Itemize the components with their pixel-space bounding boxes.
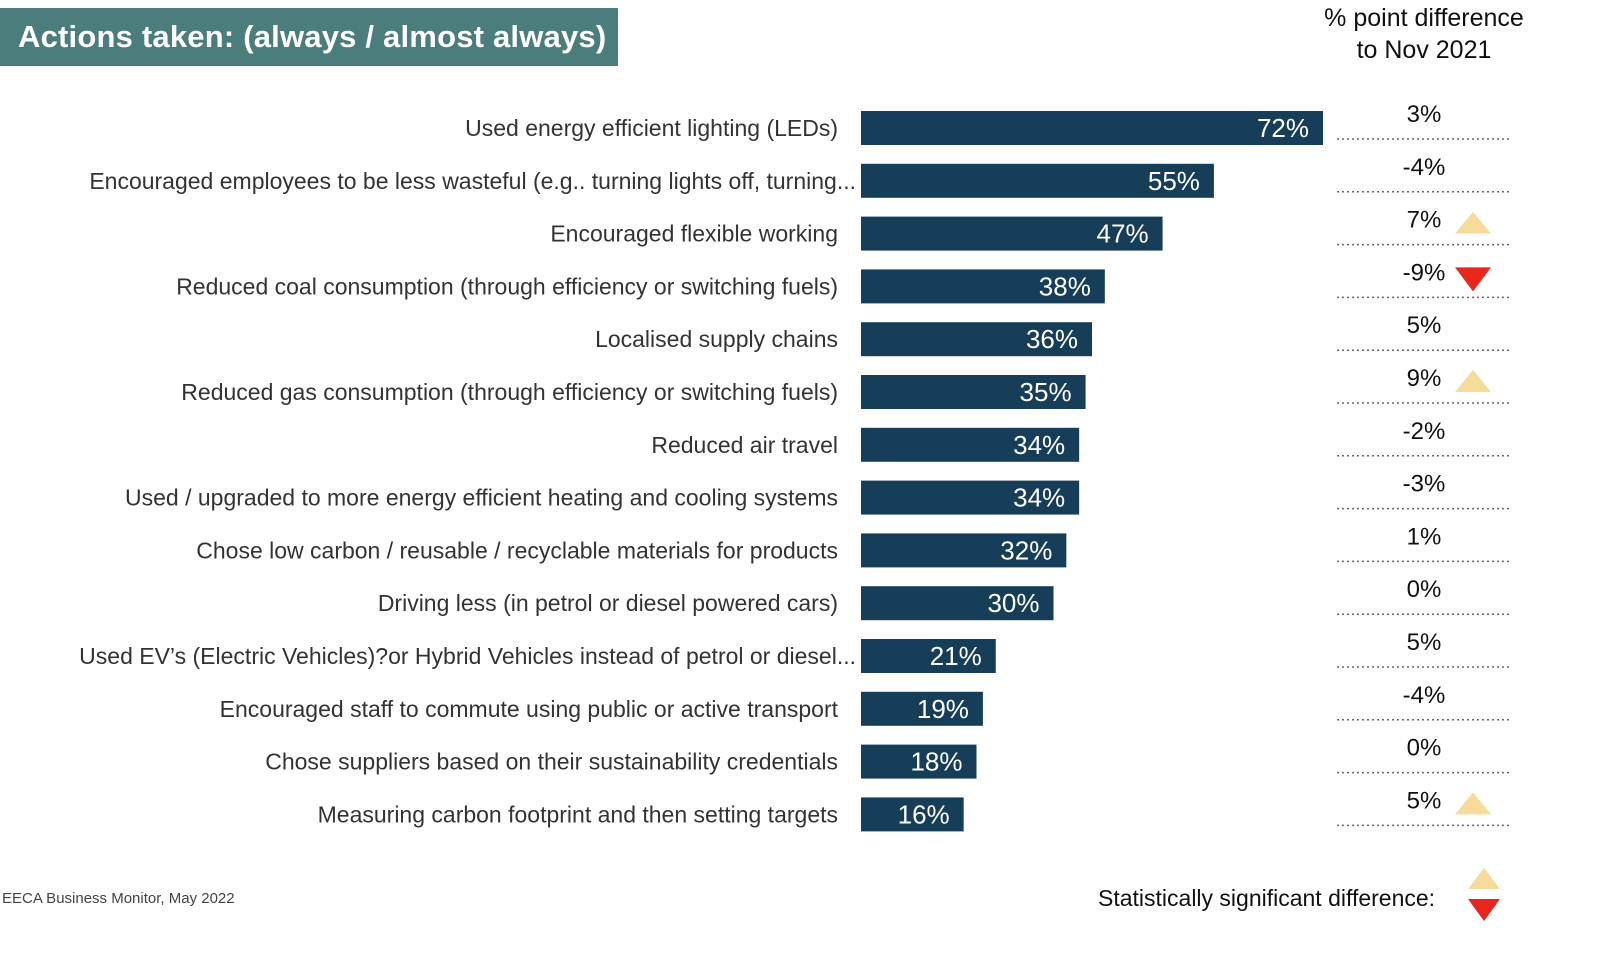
category-label: Chose low carbon / reusable / recyclable… (196, 537, 838, 563)
diff-value: 5% (1407, 787, 1442, 814)
triangle-down-icon (1468, 899, 1500, 921)
bar-value-label: 30% (987, 588, 1039, 618)
category-label: Localised supply chains (595, 326, 838, 352)
diff-value: -9% (1403, 259, 1446, 286)
bar-value-label: 34% (1013, 430, 1065, 460)
bar (861, 586, 1054, 621)
diff-value: -4% (1403, 682, 1446, 709)
category-label: Encouraged employees to be less wasteful… (89, 168, 856, 194)
category-label: Reduced air travel (651, 432, 838, 458)
category-label: Used / upgraded to more energy efficient… (125, 485, 838, 511)
bar (861, 480, 1080, 515)
category-label: Reduced gas consumption (through efficie… (181, 379, 838, 405)
bar (861, 375, 1086, 409)
category-label: Encouraged staff to commute using public… (220, 696, 839, 722)
diff-value: 3% (1407, 101, 1442, 128)
bar (861, 744, 977, 779)
bar-value-label: 18% (910, 747, 962, 777)
diff-value: -3% (1403, 471, 1446, 498)
diff-value: 5% (1407, 629, 1442, 656)
diff-value: 0% (1407, 735, 1442, 762)
bar-value-label: 32% (1000, 535, 1052, 565)
diff-header-line2: to Nov 2021 (1356, 36, 1492, 64)
bar-chart: Used energy efficient lighting (LEDs) 72%… (79, 101, 1510, 832)
category-label: Encouraged flexible working (550, 221, 838, 247)
bar-value-label: 16% (898, 799, 950, 829)
bar (861, 269, 1105, 304)
bar-value-label: 35% (1020, 377, 1072, 407)
diff-value: -4% (1403, 154, 1446, 181)
bar (861, 111, 1323, 145)
bar (861, 691, 983, 726)
bar-value-label: 38% (1039, 271, 1091, 301)
diff-column-header: % point difference to Nov 2021 (1318, 2, 1530, 66)
bar-value-label: 55% (1148, 166, 1200, 196)
triangle-up-icon (1455, 792, 1491, 815)
diff-value: 0% (1407, 576, 1442, 603)
category-label: Used EV’s (Electric Vehicles)?or Hybrid … (79, 643, 856, 669)
triangle-up-icon (1455, 370, 1491, 392)
diff-value: 5% (1407, 312, 1442, 339)
bar-value-label: 34% (1013, 483, 1065, 513)
diff-value: 9% (1407, 365, 1442, 392)
diff-value: 7% (1407, 207, 1442, 234)
bar-value-label: 47% (1097, 219, 1149, 249)
category-label: Chose suppliers based on their sustainab… (265, 749, 838, 775)
legend-label: Statistically significant difference: (1098, 885, 1436, 911)
category-label: Reduced coal consumption (through effici… (176, 273, 838, 299)
source-note: EECA Business Monitor, May 2022 (2, 890, 235, 907)
category-label: Driving less (in petrol or diesel powere… (378, 590, 838, 616)
bar (861, 427, 1080, 462)
triangle-up-icon (1468, 868, 1500, 889)
bar (861, 533, 1067, 568)
category-label: Measuring carbon footprint and then sett… (318, 801, 838, 827)
bar (861, 639, 996, 673)
legend-icons (1468, 868, 1500, 921)
bar (861, 163, 1214, 198)
category-label: Used energy efficient lighting (LEDs) (465, 115, 838, 141)
bar-value-label: 19% (917, 694, 969, 724)
triangle-up-icon (1455, 211, 1491, 234)
diff-value: 1% (1407, 523, 1442, 550)
chart-title: Actions taken: (always / almost always) (0, 8, 618, 66)
diff-header-line1: % point difference (1324, 4, 1524, 32)
triangle-down-icon (1455, 267, 1491, 292)
bar-value-label: 72% (1257, 113, 1309, 143)
bar (861, 797, 964, 832)
bar-value-label: 36% (1026, 324, 1078, 354)
diff-value: -2% (1403, 418, 1446, 445)
bar (861, 216, 1163, 251)
bar-value-label: 21% (930, 641, 982, 671)
bar (861, 322, 1092, 357)
